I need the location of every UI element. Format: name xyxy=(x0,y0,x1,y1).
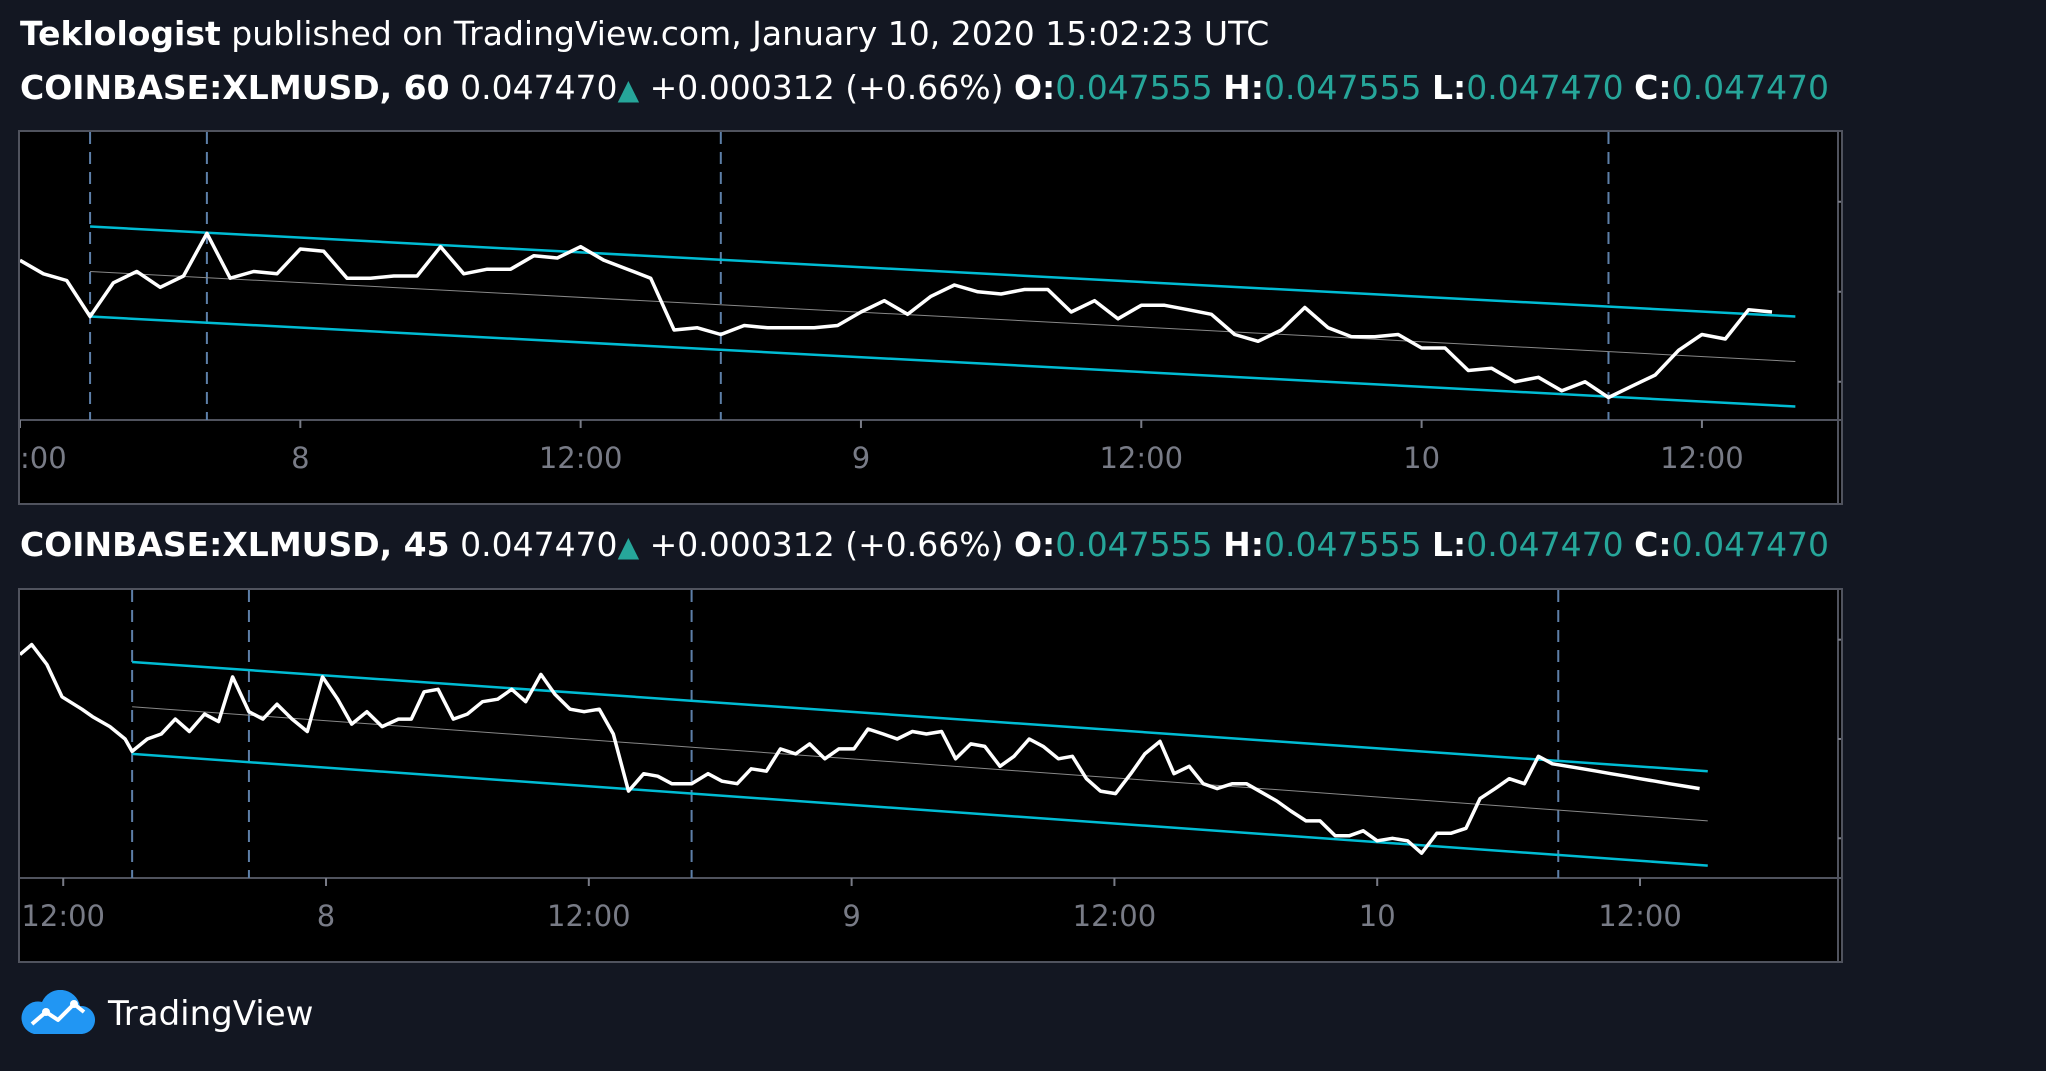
publish-header: Teklologist published on TradingView.com… xyxy=(20,14,1269,53)
tradingview-cloud-icon xyxy=(21,990,96,1034)
chart2-open-value: 0.047555 xyxy=(1055,525,1213,564)
x-tick-label-4: 12:00 xyxy=(1073,899,1157,933)
chart1-symbol[interactable]: COINBASE:XLMUSD, 60 xyxy=(20,68,450,107)
chart2-low-value: 0.047470 xyxy=(1466,525,1624,564)
chart2-change: +0.000312 (+0.66%) xyxy=(649,525,1004,564)
price-line[interactable] xyxy=(19,231,1773,400)
x-tick-label-4: 12:00 xyxy=(1099,441,1183,475)
x-tick-label-0: 12:00 xyxy=(21,899,105,933)
channel-median-line[interactable] xyxy=(132,706,1708,822)
x-tick-label-6: 12:00 xyxy=(1660,441,1744,475)
chart2-close-label: C: xyxy=(1634,525,1672,564)
tradingview-brand[interactable]: TradingView xyxy=(18,990,313,1038)
price-line[interactable] xyxy=(18,642,1700,855)
chart1-svg[interactable]: 0.0500000.0480000.046000:00812:00912:001… xyxy=(19,132,1998,503)
chart1-change: +0.000312 (+0.66%) xyxy=(649,68,1004,107)
x-tick-label-3: 9 xyxy=(842,899,860,933)
chart2-last-price: 0.047470 xyxy=(460,525,618,564)
author-name[interactable]: Teklologist xyxy=(20,14,221,53)
chart2-high-label: H: xyxy=(1223,525,1264,564)
chart2-high-value: 0.047555 xyxy=(1264,525,1422,564)
channel-upper-line[interactable] xyxy=(132,660,1708,773)
chart1-legend: COINBASE:XLMUSD, 60 0.047470▲ +0.000312 … xyxy=(20,68,1829,107)
chart1-close-value: 0.047470 xyxy=(1671,68,1830,107)
chart1-low-label: L: xyxy=(1431,68,1467,107)
chart1-change-arrow-icon: ▲ xyxy=(617,73,640,106)
chart1-last-price: 0.047470 xyxy=(460,68,618,107)
chart2-change-arrow-icon: ▲ xyxy=(617,530,640,563)
x-tick-label-6: 12:00 xyxy=(1598,899,1682,933)
x-tick-label-5: 10 xyxy=(1403,441,1440,475)
x-tick-label-2: 12:00 xyxy=(539,441,623,475)
x-tick-label-2: 12:00 xyxy=(547,899,631,933)
chart2-open-label: O: xyxy=(1013,525,1056,564)
chart1-high-value: 0.047555 xyxy=(1264,68,1422,107)
tradingview-logo-text: TradingView xyxy=(108,994,314,1034)
x-tick-label-1: 8 xyxy=(317,899,335,933)
chart1-close-label: C: xyxy=(1634,68,1672,107)
chart1-open-label: O: xyxy=(1013,68,1056,107)
chart2-svg[interactable]: 0.0500000.0480000.04600012:00812:00912:0… xyxy=(18,590,1998,961)
chart2-panel[interactable]: 0.0500000.0480000.04600012:00812:00912:0… xyxy=(18,588,1998,963)
channel-lower-line[interactable] xyxy=(132,752,1708,867)
chart1-panel[interactable]: 0.0500000.0480000.046000:00812:00912:001… xyxy=(18,130,1998,505)
chart2-symbol[interactable]: COINBASE:XLMUSD, 45 xyxy=(20,525,450,564)
channel-median-line[interactable] xyxy=(90,271,1796,362)
chart2-legend: COINBASE:XLMUSD, 45 0.047470▲ +0.000312 … xyxy=(20,525,1829,564)
x-tick-label-0: :00 xyxy=(20,441,67,475)
chart1-high-label: H: xyxy=(1223,68,1264,107)
x-tick-label-3: 9 xyxy=(852,441,870,475)
chart1-low-value: 0.047470 xyxy=(1466,68,1624,107)
channel-lower-line[interactable] xyxy=(90,315,1796,408)
chart2-low-label: L: xyxy=(1431,525,1467,564)
chart2-close-value: 0.047470 xyxy=(1671,525,1830,564)
x-tick-label-5: 10 xyxy=(1359,899,1396,933)
chart1-open-value: 0.047555 xyxy=(1055,68,1213,107)
channel-upper-line[interactable] xyxy=(90,225,1796,318)
published-text: published on TradingView.com, January 10… xyxy=(231,14,1270,53)
x-tick-label-1: 8 xyxy=(291,441,309,475)
